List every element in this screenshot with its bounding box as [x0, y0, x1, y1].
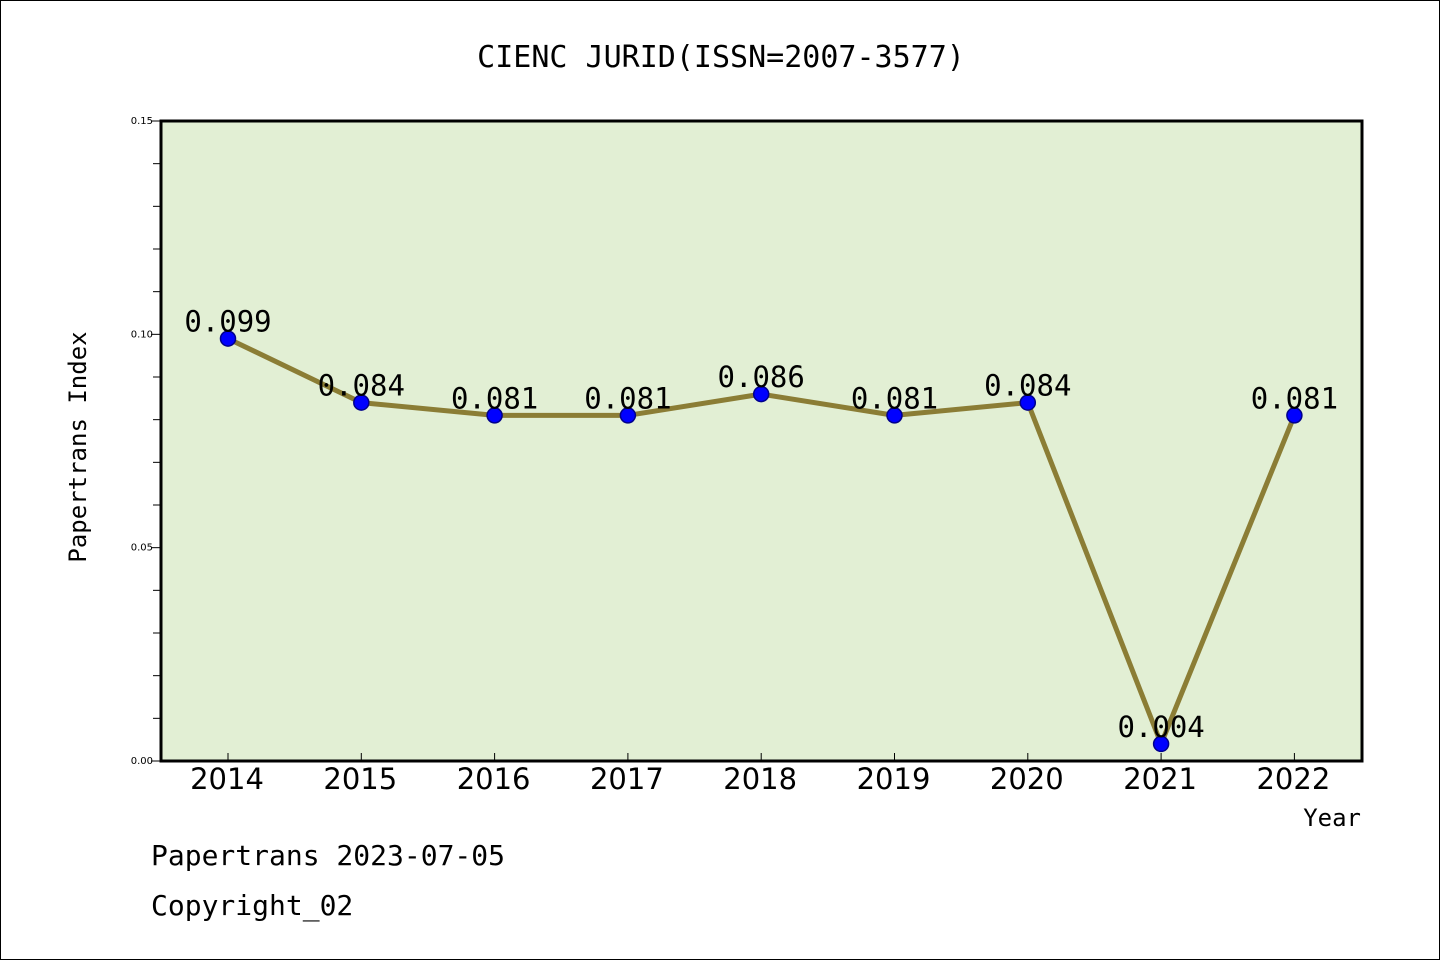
x-tick-label: 2015 [323, 762, 397, 796]
data-label: 0.081 [851, 381, 938, 415]
x-tick-label: 2016 [457, 762, 531, 796]
data-point [1286, 407, 1303, 424]
data-point [752, 385, 770, 403]
y-tick-label: 0.00 [131, 756, 153, 767]
x-axis-label: Year [1303, 804, 1361, 832]
x-tick-label: 2022 [1256, 762, 1330, 796]
data-point [886, 407, 903, 424]
y-axis-label: Papertrans Index [64, 331, 92, 562]
data-point [1152, 735, 1170, 753]
data-label: 0.084 [318, 369, 405, 403]
footer-copyright: Copyright_02 [151, 889, 353, 923]
y-tick-label: 0.15 [131, 116, 153, 127]
data-label: 0.099 [184, 305, 271, 339]
data-point [353, 394, 370, 411]
x-tick-label: 2017 [590, 762, 664, 796]
y-tick-label: 0.05 [131, 543, 153, 554]
data-point [219, 330, 237, 347]
y-axis-ticks: 0.00 0.05 0.10 0.15 [131, 116, 161, 767]
y-tick-label: 0.10 [131, 329, 153, 340]
data-point [1019, 394, 1037, 411]
data-label: 0.081 [1251, 381, 1338, 415]
x-tick-label: 2018 [723, 762, 797, 796]
x-tick-label: 2014 [190, 762, 264, 796]
x-tick-label: 2020 [990, 762, 1064, 796]
footer-date: Papertrans 2023-07-05 [151, 839, 505, 872]
data-point [619, 407, 637, 424]
chart-title: CIENC JURID(ISSN=2007-3577) [477, 40, 965, 75]
data-label: 0.086 [718, 360, 805, 394]
data-point [486, 407, 503, 424]
x-axis-ticks: 2014 2015 2016 2017 2018 2019 2020 2021 2022 [190, 753, 1330, 796]
data-labels: 0.099 0.084 0.081 0.081 0.086 0.081 0.084 0.004… [184, 305, 1338, 744]
data-markers [219, 330, 1303, 753]
x-tick-label: 2021 [1123, 762, 1197, 796]
data-label: 0.004 [1117, 710, 1204, 744]
data-label: 0.081 [584, 381, 671, 415]
plot-area [159, 119, 1364, 763]
data-label: 0.084 [984, 369, 1071, 403]
x-tick-label: 2019 [857, 762, 931, 796]
data-label: 0.081 [451, 381, 538, 415]
